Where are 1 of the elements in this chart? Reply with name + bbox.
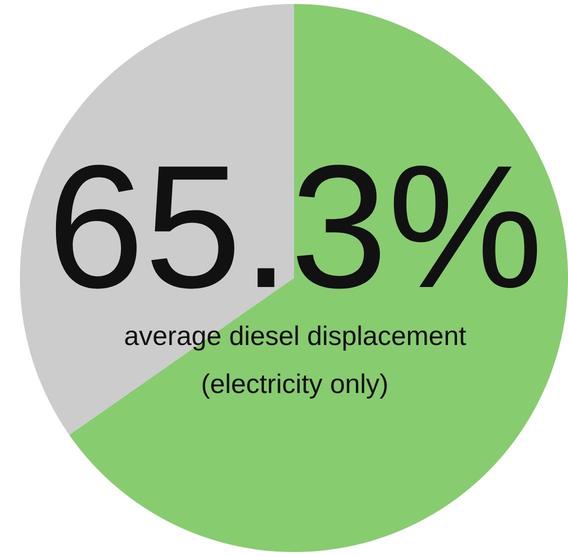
text: (electricity only) — [201, 369, 389, 399]
